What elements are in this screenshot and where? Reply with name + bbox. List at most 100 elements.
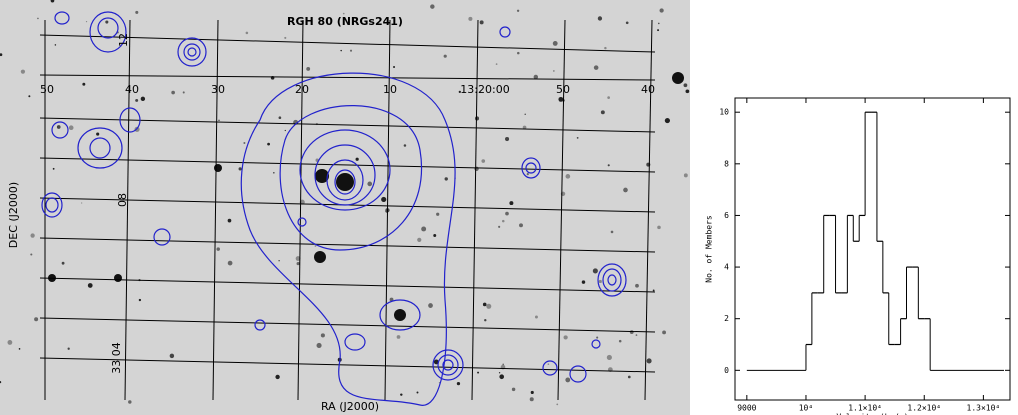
star xyxy=(630,330,634,334)
star xyxy=(496,63,498,65)
star xyxy=(477,372,479,374)
star xyxy=(444,55,447,58)
star xyxy=(81,202,82,203)
star xyxy=(128,400,131,403)
star xyxy=(267,143,270,146)
star xyxy=(135,11,138,14)
star xyxy=(601,110,605,114)
ra-tick-label: 13:20:00 xyxy=(460,83,509,96)
star xyxy=(480,20,484,24)
star xyxy=(239,167,242,170)
star xyxy=(684,173,688,177)
galaxy xyxy=(672,72,684,84)
star xyxy=(481,159,485,163)
star xyxy=(218,120,219,121)
sky-image xyxy=(0,0,690,415)
star xyxy=(428,303,433,308)
star xyxy=(321,333,325,337)
star xyxy=(548,363,550,365)
star xyxy=(400,393,402,395)
sky-title: RGH 80 (NRGs241) xyxy=(287,15,403,28)
ra-tick-label: 10 xyxy=(383,83,397,96)
star xyxy=(421,226,426,231)
dec-tick-label: 12 xyxy=(117,33,130,47)
x-tick-label: 1.2×10⁴ xyxy=(907,404,941,413)
star xyxy=(658,23,660,25)
star xyxy=(228,219,232,223)
x-tick-label: 10⁴ xyxy=(799,404,813,413)
galaxy xyxy=(336,173,354,191)
galaxy xyxy=(214,164,222,172)
star xyxy=(171,91,175,95)
star xyxy=(598,16,602,20)
star xyxy=(474,167,478,171)
x-tick-label: 9000 xyxy=(737,404,756,413)
star xyxy=(604,47,606,49)
y-tick-label: 2 xyxy=(724,314,729,323)
star xyxy=(88,283,93,288)
star xyxy=(686,89,690,93)
y-tick-label: 8 xyxy=(724,159,729,168)
star xyxy=(502,220,505,223)
star xyxy=(565,377,570,382)
star xyxy=(273,172,274,173)
star xyxy=(662,330,666,334)
star xyxy=(139,299,141,301)
star xyxy=(531,391,534,394)
star xyxy=(381,197,386,202)
star xyxy=(517,10,519,12)
star xyxy=(350,50,352,52)
star xyxy=(505,212,509,216)
galaxy xyxy=(314,251,326,263)
y-axis-label: DEC (J2000) xyxy=(7,182,20,248)
star xyxy=(484,319,486,321)
galaxy xyxy=(394,309,406,321)
star xyxy=(512,388,515,391)
star xyxy=(393,66,395,68)
star xyxy=(556,403,558,405)
star xyxy=(417,238,421,242)
star xyxy=(505,137,509,141)
star xyxy=(243,142,245,144)
star xyxy=(34,317,38,321)
star xyxy=(519,223,523,227)
star xyxy=(397,335,401,339)
star xyxy=(566,174,571,179)
star xyxy=(611,231,614,234)
star xyxy=(170,354,174,358)
star xyxy=(564,335,568,339)
star xyxy=(30,253,32,255)
star xyxy=(306,67,310,71)
star xyxy=(475,116,479,120)
star xyxy=(430,4,434,8)
star xyxy=(28,95,30,97)
star xyxy=(684,83,688,87)
ra-tick-label: 50 xyxy=(40,83,54,96)
star xyxy=(665,118,670,123)
star xyxy=(216,247,219,250)
y-tick-label: 6 xyxy=(724,211,729,220)
star xyxy=(62,262,65,265)
star xyxy=(628,376,631,379)
star xyxy=(246,32,249,35)
star xyxy=(509,201,513,205)
star xyxy=(279,116,282,119)
star xyxy=(57,125,61,129)
star xyxy=(535,316,538,319)
star xyxy=(596,337,598,339)
star xyxy=(445,177,448,180)
star xyxy=(553,70,554,71)
star xyxy=(636,334,638,336)
star xyxy=(96,133,99,136)
star xyxy=(285,130,286,131)
star xyxy=(657,29,659,31)
star xyxy=(55,44,57,46)
ra-tick-label: 30 xyxy=(211,83,225,96)
star xyxy=(53,168,55,170)
star xyxy=(30,233,34,237)
star xyxy=(356,158,359,161)
star xyxy=(608,164,610,166)
star xyxy=(468,17,472,21)
page: {"chart_data": [ {"type": "skymap", "tit… xyxy=(0,0,1018,415)
x-axis-label: RA (J2000) xyxy=(321,400,379,413)
